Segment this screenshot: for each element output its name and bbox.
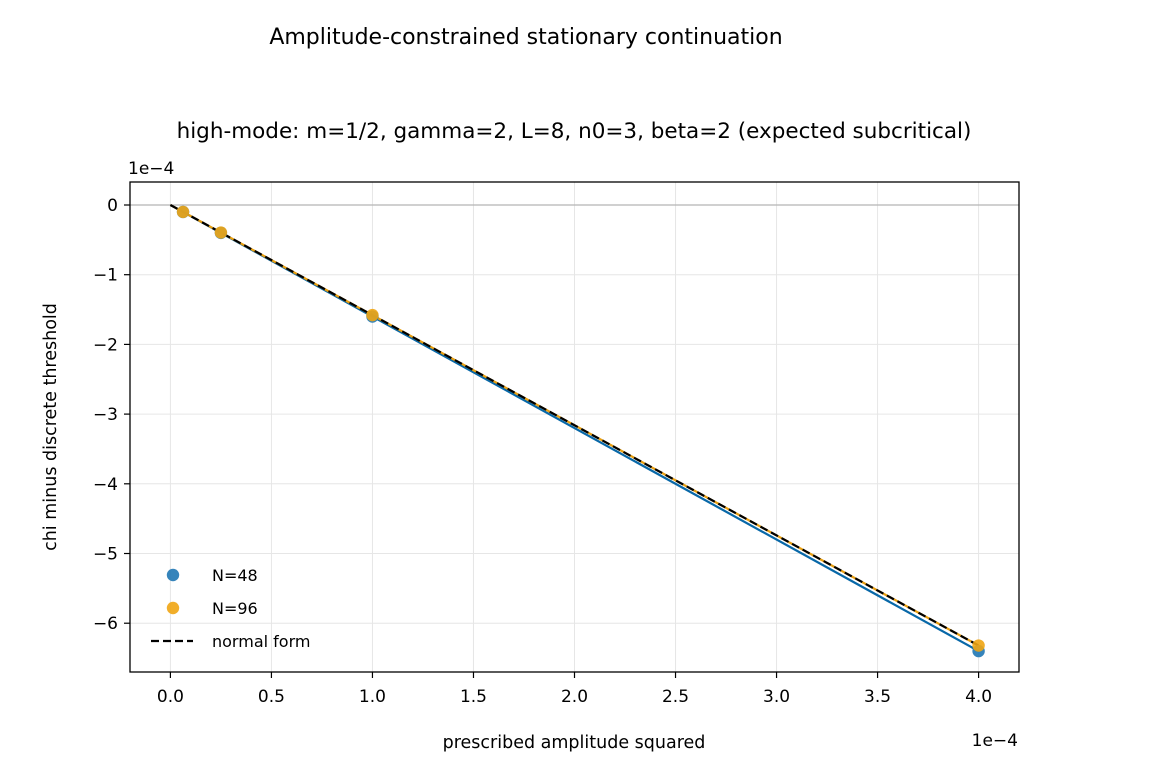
x-axis-label: prescribed amplitude squared bbox=[443, 733, 706, 753]
series-layer bbox=[169, 204, 985, 658]
x-tick-label: 1.5 bbox=[460, 687, 487, 707]
data-point-n-96 bbox=[972, 639, 985, 652]
legend-swatch-n-96 bbox=[166, 601, 180, 615]
normal-form-line bbox=[169, 204, 980, 647]
x-tick-label: 0.5 bbox=[258, 687, 285, 707]
y-tick-label: −2 bbox=[93, 335, 118, 355]
y-axis-label: chi minus discrete threshold bbox=[41, 303, 61, 551]
x-tick-label: 3.5 bbox=[864, 687, 891, 707]
legend-label: N=96 bbox=[212, 599, 258, 618]
y-tick-label: 0 bbox=[107, 196, 118, 216]
x-tick-label: 0.0 bbox=[157, 687, 184, 707]
chart-suptitle: Amplitude-constrained stationary continu… bbox=[269, 25, 782, 50]
y-offset-label: 1e−4 bbox=[128, 159, 174, 179]
legend: N=48 N=96 normal form bbox=[151, 566, 310, 651]
x-offset-label: 1e−4 bbox=[972, 731, 1018, 751]
y-tick-label: −5 bbox=[93, 545, 118, 565]
legend-swatch-n-48 bbox=[166, 568, 180, 582]
legend-label: normal form bbox=[212, 632, 310, 651]
y-tick-label: −1 bbox=[93, 266, 118, 286]
data-point-n-96 bbox=[176, 205, 190, 219]
x-tick-label: 1.0 bbox=[359, 687, 386, 707]
x-tick-label: 4.0 bbox=[965, 687, 992, 707]
axis-ticks: 0.0 0.5 1.0 1.5 2.0 2.5 3.0 3.5 4.0 0 −1 −2 −3 −4 −5 −6 bbox=[93, 196, 992, 707]
y-tick-label: −6 bbox=[93, 614, 118, 634]
data-point-n-96 bbox=[366, 308, 379, 322]
data-point-n-96 bbox=[214, 226, 228, 239]
plot-area: 0.0 0.5 1.0 1.5 2.0 2.5 3.0 3.5 4.0 0 −1 −2 −3 −4 −5 −6 bbox=[93, 181, 1020, 707]
x-tick-label: 3.0 bbox=[763, 687, 790, 707]
x-tick-label: 2.0 bbox=[561, 687, 588, 707]
x-tick-label: 2.5 bbox=[662, 687, 689, 707]
legend-label: N=48 bbox=[212, 566, 258, 585]
y-tick-label: −3 bbox=[93, 405, 118, 425]
y-tick-label: −4 bbox=[93, 475, 118, 495]
chart-title: high-mode: m=1/2, gamma=2, L=8, n0=3, be… bbox=[177, 119, 972, 144]
